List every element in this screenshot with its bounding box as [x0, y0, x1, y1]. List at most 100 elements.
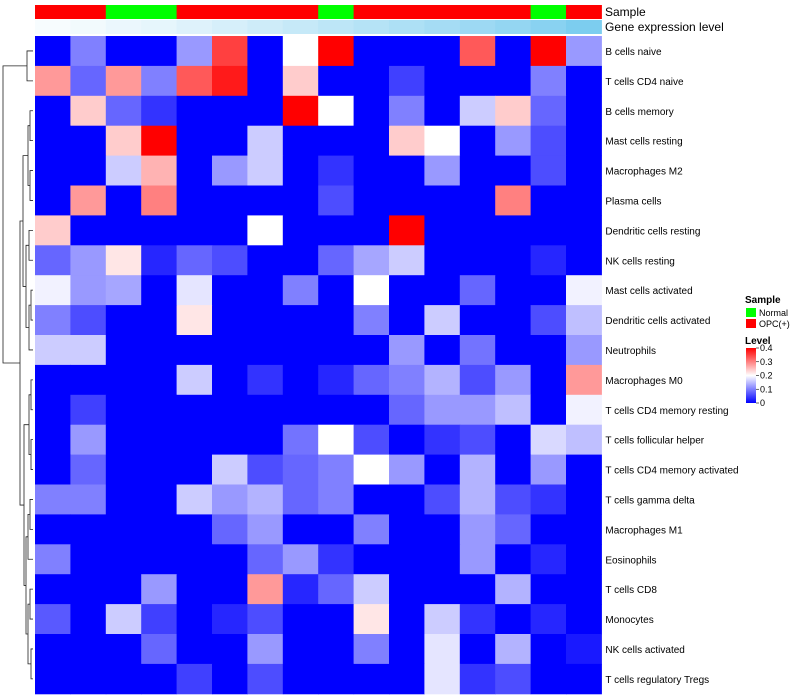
heatmap-cell: [141, 275, 178, 306]
heatmap-cell: [353, 215, 390, 246]
heatmap-cell: [389, 245, 425, 276]
heatmap-cell: [389, 663, 425, 695]
heatmap-cell: [495, 514, 532, 545]
row-label: Monocytes: [605, 615, 653, 626]
heatmap-cell: [247, 185, 284, 216]
heatmap-cell: [35, 185, 71, 216]
heatmap-cell: [530, 125, 567, 157]
heatmap-cell: [318, 155, 355, 186]
heatmap-cell: [282, 454, 319, 485]
row-label: T cells CD4 memory resting: [605, 406, 728, 417]
heatmap-cell: [282, 394, 319, 426]
heatmap-cell: [566, 574, 602, 605]
heatmap-cell: [141, 544, 178, 575]
heatmap-cell: [566, 634, 602, 665]
heatmap-cell: [35, 514, 71, 545]
heatmap-cell: [70, 335, 107, 366]
heatmap-cell: [282, 634, 319, 665]
heatmap-cell: [318, 663, 355, 695]
heatmap-cell: [318, 36, 355, 67]
sample-annotation-cell: [424, 5, 461, 19]
heatmap-cell: [530, 634, 567, 665]
heatmap-cell: [318, 95, 355, 127]
heatmap-cell: [176, 514, 213, 545]
heatmap-cell: [105, 155, 142, 186]
heatmap-cell: [282, 663, 319, 695]
level-annotation-cell: [389, 20, 425, 34]
heatmap-cell: [530, 275, 567, 306]
heatmap-cell: [35, 544, 71, 575]
heatmap-cell: [318, 394, 355, 426]
row-label: NK cells resting: [605, 256, 674, 267]
heatmap-cell: [141, 335, 178, 366]
heatmap-cell: [424, 634, 461, 665]
heatmap-cell: [247, 634, 284, 665]
heatmap-cell: [176, 604, 213, 635]
heatmap-cell: [176, 663, 213, 695]
heatmap-cell: [141, 514, 178, 545]
heatmap-cell: [353, 245, 390, 276]
level-annotation-cell: [176, 20, 213, 34]
sample-annotation-cell: [389, 5, 425, 19]
legend: Sample Normal OPC(+) Level 0.4 0.3 0.2 0.1 0: [745, 295, 790, 408]
heatmap-cell: [424, 663, 461, 695]
heatmap-cell: [141, 634, 178, 665]
row-label: Mast cells resting: [605, 137, 682, 148]
heatmap-cell: [353, 364, 390, 396]
heatmap-cell: [353, 394, 390, 426]
heatmap-cell: [459, 305, 496, 336]
heatmap-cell: [70, 394, 107, 426]
heatmap-cell: [530, 424, 567, 456]
heatmap-cell: [141, 65, 178, 97]
heatmap-cell: [353, 424, 390, 456]
level-tick-label: 0.1: [760, 384, 773, 394]
dendrogram-branch: [30, 289, 33, 321]
heatmap-cell: [318, 574, 355, 605]
heatmap-cell: [530, 514, 567, 545]
heatmap-cell: [389, 305, 425, 336]
heatmap-cell: [105, 514, 142, 545]
sample-annotation-cell: [176, 5, 213, 19]
heatmap-cell: [566, 335, 602, 366]
heatmap-cell: [566, 454, 602, 485]
heatmap-cell: [282, 275, 319, 306]
heatmap-cell: [70, 364, 107, 396]
dendrogram-branch: [2, 65, 27, 364]
heatmap-cell: [389, 95, 425, 127]
heatmap-cell: [318, 185, 355, 216]
heatmap-cell: [530, 574, 567, 605]
level-tick-label: 0: [760, 398, 765, 408]
heatmap-cell: [35, 245, 71, 276]
heatmap-cell: [459, 604, 496, 635]
heatmap-cell: [176, 36, 213, 67]
level-annotation-cell: [247, 20, 284, 34]
dendrogram-branch: [30, 379, 33, 411]
heatmap-cell: [212, 514, 248, 545]
level-tick-label: 0.3: [760, 357, 773, 367]
heatmap-cell: [353, 275, 390, 306]
heatmap-cell: [353, 65, 390, 97]
level-annotation-cell: [566, 20, 602, 34]
level-annotation-cell: [424, 20, 461, 34]
heatmap-cell: [353, 155, 390, 186]
sample-annotation-cell: [105, 5, 142, 19]
heatmap-cell: [389, 185, 425, 216]
heatmap-cell: [35, 275, 71, 306]
heatmap-cell: [176, 574, 213, 605]
heatmap-cell: [459, 65, 496, 97]
heatmap-cell: [176, 215, 213, 246]
heatmap-cell: [176, 424, 213, 456]
heatmap-cell: [105, 185, 142, 216]
heatmap-cell: [105, 454, 142, 485]
heatmap-cell: [459, 215, 496, 246]
heatmap-cell: [70, 65, 107, 97]
heatmap-cell: [141, 245, 178, 276]
heatmap-cell: [176, 634, 213, 665]
heatmap-cell: [105, 663, 142, 695]
heatmap-cell: [212, 424, 248, 456]
heatmap-cell: [389, 484, 425, 515]
sample-annotation-cell: [353, 5, 390, 19]
heatmap-cell: [424, 574, 461, 605]
heatmap-cell: [459, 185, 496, 216]
heatmap-cell: [566, 245, 602, 276]
